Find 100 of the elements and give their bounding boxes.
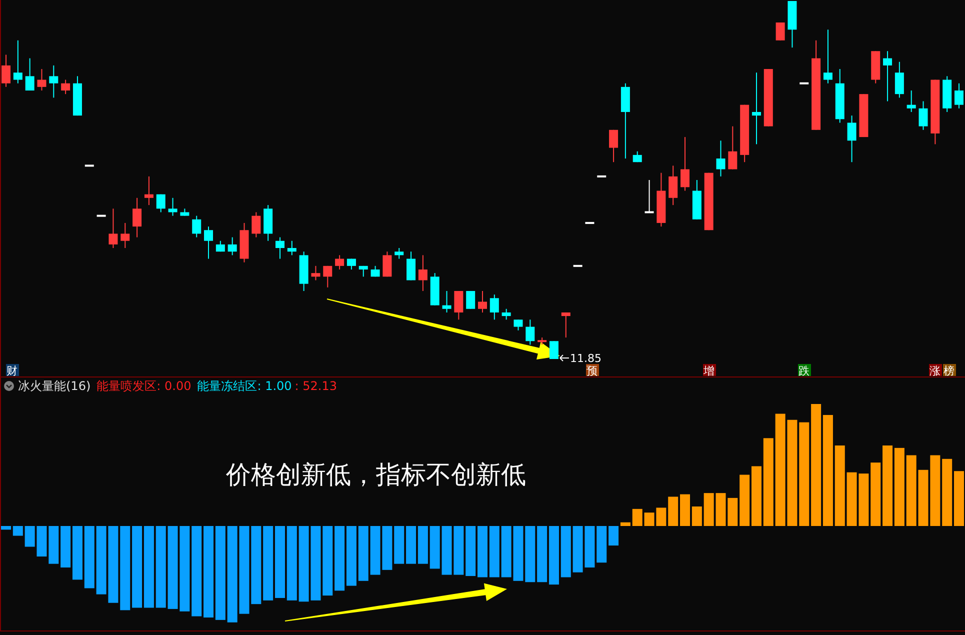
candlestick [906, 90, 916, 112]
bar [274, 526, 285, 598]
bar [394, 526, 404, 564]
candlestick [776, 22, 785, 41]
candlestick [918, 100, 928, 130]
bar [560, 526, 571, 578]
bar [620, 522, 630, 526]
candlestick [275, 236, 284, 260]
bar [204, 526, 214, 618]
candlestick [954, 82, 964, 109]
candlestick [490, 294, 499, 320]
candlestick [883, 50, 892, 102]
bar [489, 526, 500, 578]
bar [263, 526, 274, 600]
bar [751, 466, 762, 526]
candlestick [335, 254, 344, 270]
candlestick [108, 208, 118, 249]
candlestick [120, 222, 130, 249]
candlestick [418, 254, 428, 292]
candlestick [204, 226, 214, 260]
bar [84, 526, 94, 588]
bar [227, 526, 238, 622]
bar [72, 526, 82, 580]
candlestick [382, 251, 392, 278]
bar [525, 526, 536, 582]
text: 预 [586, 364, 598, 378]
bar [322, 526, 333, 596]
bar [692, 506, 702, 526]
bar [466, 526, 476, 576]
bar [811, 404, 822, 526]
text: : 52.13 [294, 379, 338, 393]
candlestick [716, 140, 726, 177]
annotation: 11.85 [570, 352, 602, 365]
bar [954, 471, 964, 526]
candlestick [644, 180, 654, 214]
candlestick [323, 265, 332, 288]
candlestick [13, 40, 22, 84]
candlestick [823, 29, 832, 84]
text: 能量冻结区: 1.00 [197, 379, 292, 393]
bar [906, 455, 916, 526]
bar [668, 496, 678, 526]
annotation: 价格创新低，指标不创新低 [225, 460, 526, 489]
bar [870, 462, 881, 526]
text: 跌 [798, 364, 810, 378]
candlestick [847, 115, 856, 163]
bar [48, 526, 59, 564]
candlestick [168, 197, 178, 216]
bar [406, 526, 416, 564]
candlestick [680, 136, 690, 192]
candlestick [466, 290, 476, 310]
bar [144, 526, 154, 608]
candlestick [549, 340, 558, 360]
bar [215, 526, 226, 620]
bar [418, 526, 428, 564]
candlestick [311, 265, 320, 281]
candlestick [454, 290, 464, 320]
bar [12, 526, 23, 536]
candlestick [144, 176, 154, 206]
candlestick [728, 126, 738, 170]
candlestick [514, 319, 523, 331]
bar [537, 526, 548, 582]
candlestick [49, 64, 58, 98]
bar [156, 526, 166, 608]
bar [882, 445, 893, 526]
candlestick [442, 290, 452, 313]
bar [894, 448, 904, 526]
candlestick [287, 240, 296, 256]
candlestick [561, 312, 570, 338]
bar [942, 458, 952, 526]
candlestick [37, 68, 46, 91]
candlestick [502, 308, 511, 320]
candlestick [228, 236, 237, 256]
candlestick [478, 290, 487, 313]
chart-title: 冰火量能(16) [18, 379, 91, 393]
text: 榜 [944, 364, 954, 378]
text: 财 [6, 364, 18, 378]
candlestick [25, 58, 34, 91]
bar [632, 508, 642, 526]
bar [334, 526, 345, 591]
candlestick [2, 54, 10, 88]
bar [799, 422, 810, 526]
bar [822, 414, 833, 526]
bar [346, 526, 356, 586]
bar [763, 438, 774, 526]
bar [704, 493, 714, 526]
bar [478, 526, 488, 578]
candlestick [752, 72, 761, 145]
bar [430, 526, 440, 569]
candlestick [61, 79, 70, 95]
candlestick [252, 212, 261, 238]
text: 涨 [930, 364, 940, 378]
bar [286, 526, 297, 600]
candlestick [132, 197, 142, 238]
text: 增 [702, 364, 714, 378]
candlestick [406, 251, 416, 281]
candlestick [192, 215, 202, 238]
candlestick [394, 248, 404, 260]
bar [680, 494, 690, 526]
bar [834, 445, 845, 526]
bar [192, 526, 202, 616]
